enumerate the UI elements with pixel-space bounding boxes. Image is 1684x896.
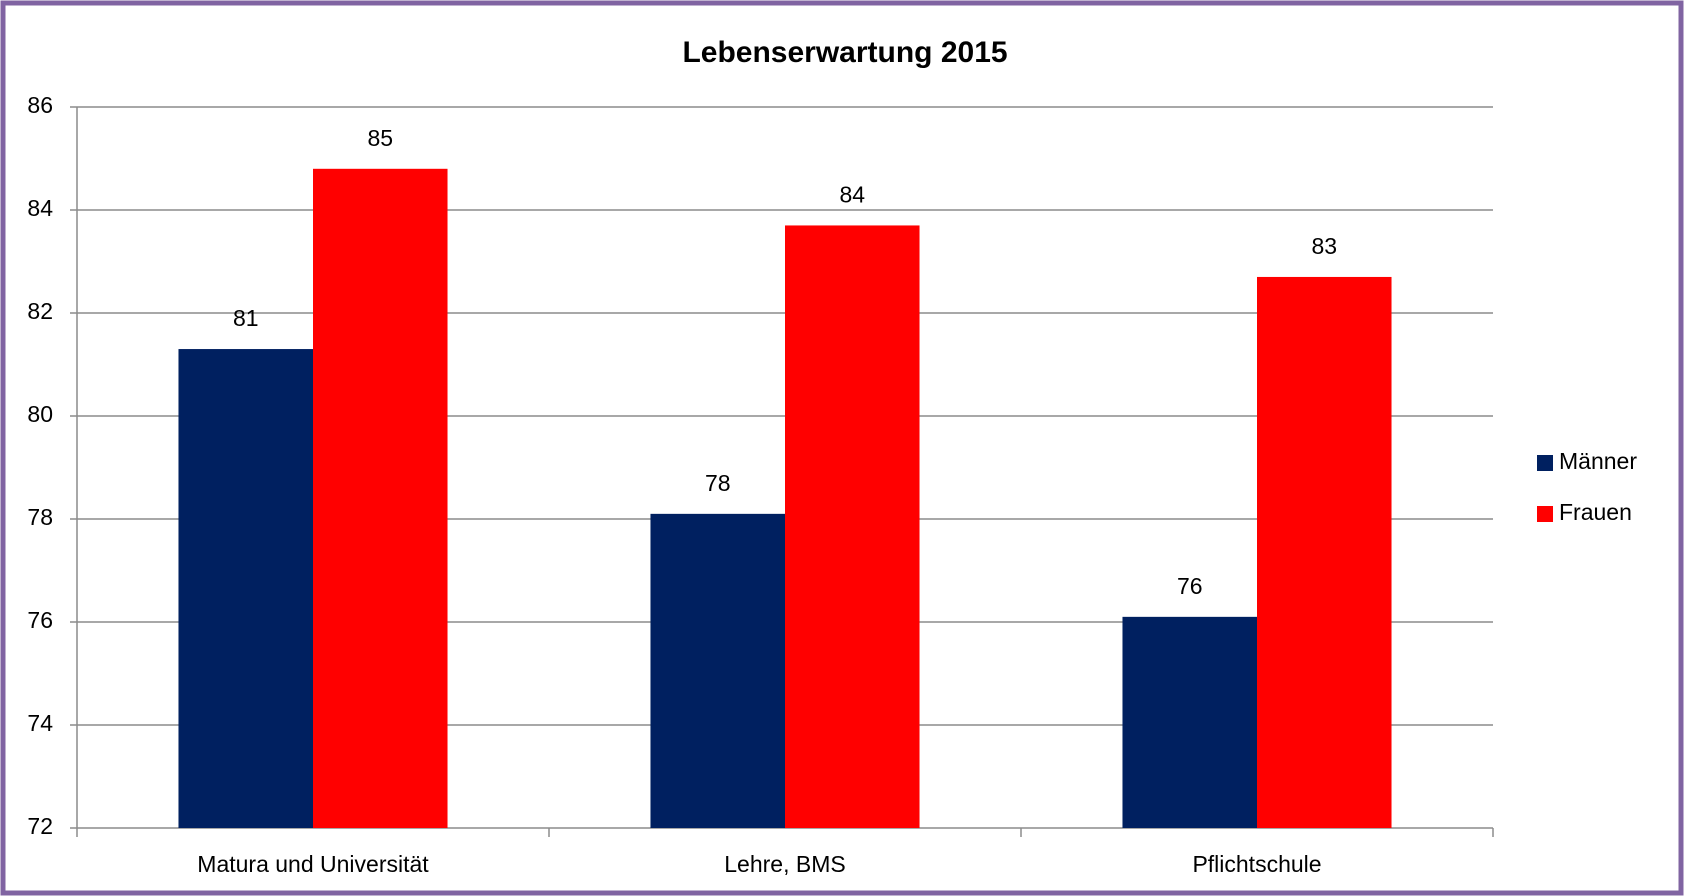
- bar: [650, 513, 785, 828]
- legend-swatch: [1537, 506, 1553, 522]
- data-label: 84: [839, 182, 865, 208]
- data-label: 76: [1177, 573, 1203, 599]
- bar: [1257, 276, 1392, 828]
- x-tick-label: Pflichtschule: [1192, 851, 1321, 877]
- x-tick-label: Matura und Universität: [197, 851, 429, 877]
- y-tick-label: 82: [27, 298, 53, 324]
- data-label: 83: [1311, 233, 1337, 259]
- data-label: 85: [367, 125, 393, 151]
- legend-swatch: [1537, 455, 1553, 471]
- bar: [1122, 616, 1257, 828]
- y-tick-label: 78: [27, 504, 53, 530]
- y-tick-label: 80: [27, 401, 53, 427]
- x-tick-label: Lehre, BMS: [724, 851, 845, 877]
- bar: [785, 225, 920, 828]
- y-tick-label: 84: [27, 195, 53, 221]
- legend-label: Frauen: [1559, 499, 1632, 525]
- y-tick-label: 74: [27, 710, 53, 736]
- y-tick-label: 86: [27, 92, 53, 118]
- data-label: 78: [705, 470, 731, 496]
- bar: [313, 168, 448, 829]
- y-tick-label: 76: [27, 607, 53, 633]
- legend-label: Männer: [1559, 448, 1637, 474]
- bar: [178, 349, 313, 828]
- y-tick-label: 72: [27, 813, 53, 839]
- chart-title: Lebenserwartung 2015: [682, 36, 1007, 69]
- data-label: 81: [233, 305, 259, 331]
